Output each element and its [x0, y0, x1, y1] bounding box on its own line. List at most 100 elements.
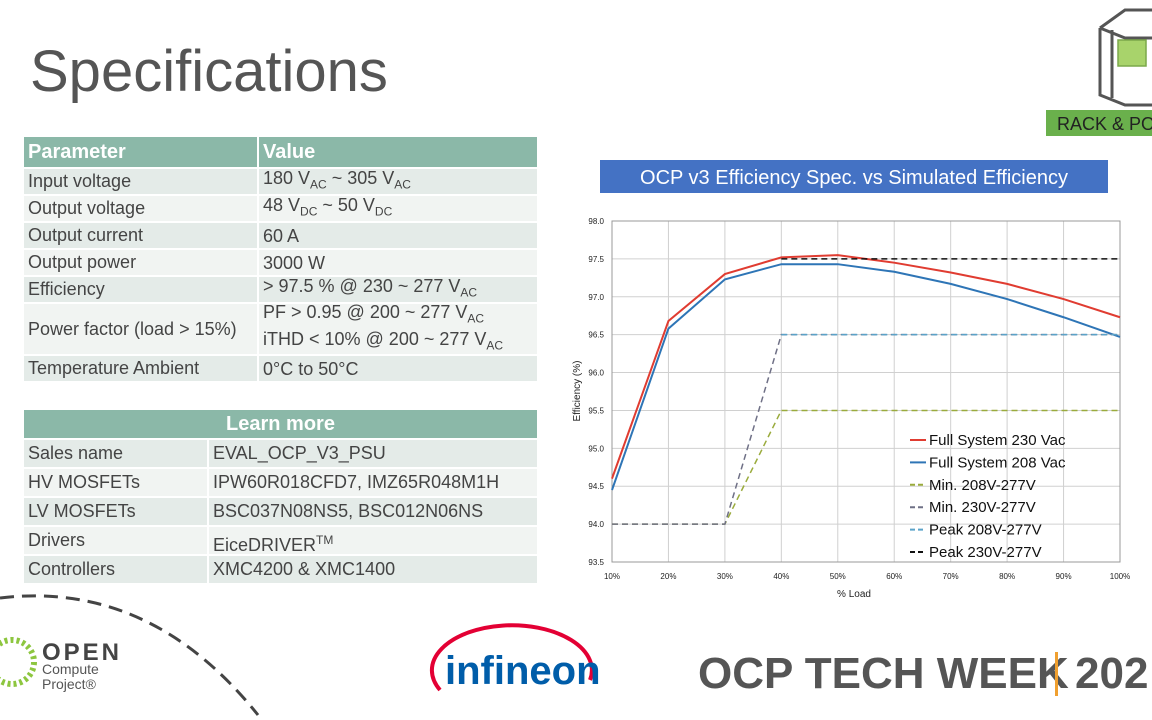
column-header: Value	[257, 137, 537, 167]
event-year: 202	[1075, 649, 1148, 698]
table-row: LV MOSFETs BSC037N08NS5, BSC012N06NS	[24, 498, 537, 527]
x-tick-label: 10%	[604, 572, 620, 581]
value-line: 48 VDC ~ 50 VDC	[263, 195, 537, 222]
infineon-swoosh	[429, 623, 594, 692]
series-line	[611, 263, 1121, 491]
value-line: PF > 0.95 @ 200 ~ 277 VAC	[263, 302, 537, 329]
value-cell: 48 VDC ~ 50 VDC	[257, 195, 537, 222]
value-cell: 180 VAC ~ 305 VAC	[257, 168, 537, 195]
text-run: ~ 305 V	[326, 168, 395, 189]
parameter-cell: Power factor (load > 15%)	[28, 318, 237, 339]
value-cell: EiceDRIVERTM	[207, 527, 537, 555]
ocp-open: OPEN	[42, 639, 122, 666]
label-cell: Sales name	[28, 443, 124, 463]
value-line: 180 VAC ~ 305 VAC	[263, 168, 537, 195]
ocp-compute: Compute	[42, 661, 99, 677]
value-cell: BSC037N08NS5, BSC012N06NS	[207, 498, 537, 525]
slide-title: Specifications	[30, 39, 388, 104]
parameter-cell: Output voltage	[28, 198, 146, 218]
subscript: AC	[486, 338, 504, 353]
table-row: Power factor (load > 15%) PF > 0.95 @ 200…	[24, 302, 537, 356]
y-tick-label: 94.0	[588, 520, 604, 529]
x-tick-label: 20%	[660, 572, 676, 581]
y-tick-label: 95.5	[588, 406, 604, 415]
text-run: 3000 W	[263, 252, 326, 273]
ocp-project: Project®	[42, 676, 97, 692]
legend-label: Peak 208V-277V	[929, 522, 1042, 539]
legend-label: Peak 230V-277V	[929, 544, 1042, 561]
parameter-cell: Efficiency	[28, 279, 105, 299]
label-cell: Drivers	[28, 530, 85, 550]
subscript: DC	[300, 204, 318, 219]
label-cell: HV MOSFETs	[28, 472, 141, 492]
event-name: OCP TECH WEEK	[698, 649, 1069, 698]
table-title: Learn more	[24, 410, 537, 440]
text-run: EiceDRIVER	[213, 535, 317, 555]
subscript: AC	[394, 177, 411, 192]
text-run: XMC4200 & XMC1400	[213, 559, 396, 579]
separator	[1055, 652, 1058, 696]
value-cell: 0°C to 50°C	[257, 356, 537, 381]
subscript: AC	[460, 285, 478, 300]
learn-table: Learn more Sales name EVAL_OCP_V3_PSU HV MO…	[24, 410, 537, 585]
y-axis-label: Efficiency (%)	[572, 361, 583, 422]
value-cell: EVAL_OCP_V3_PSU	[207, 440, 537, 467]
text-run: 180 V	[263, 168, 311, 189]
value-cell: PF > 0.95 @ 200 ~ 277 VAC iTHD < 10% @ 20…	[257, 302, 537, 354]
x-tick-label: 50%	[830, 572, 846, 581]
text-run: 60 A	[263, 225, 300, 246]
spec-table: Parameter Value Input voltage 180 V AC ~ 305…	[24, 137, 537, 383]
text-run: ~ 50 V	[317, 195, 375, 216]
legend-label: Min. 208V-277V	[929, 477, 1036, 494]
parameter-cell: Input voltage	[28, 171, 132, 191]
legend-label: Min. 230V-277V	[929, 499, 1036, 516]
chart: OCP v3 Efficiency Spec. vs Simulated Eff…	[572, 160, 1130, 600]
table-row: Input voltage 180 VAC ~ 305 VAC	[24, 168, 537, 196]
text-run: > 97.5 % @ 230 ~ 277 V	[263, 276, 461, 297]
value-line: 60 A	[263, 226, 537, 246]
text-run: EVAL_OCP_V3_PSU	[213, 443, 386, 463]
table-row: Output power 3000 W	[24, 250, 537, 277]
x-axis-label: % Load	[837, 589, 871, 600]
text-run: 48 V	[263, 195, 301, 216]
arc	[0, 594, 260, 716]
value-cell: 60 A	[257, 223, 537, 248]
y-tick-label: 98.0	[588, 217, 604, 226]
subscript: DC	[374, 204, 393, 219]
value-line: 3000 W	[263, 253, 537, 273]
value-cell: > 97.5 % @ 230 ~ 277 VAC	[257, 276, 537, 303]
value-cell: 3000 W	[257, 250, 537, 275]
table-row: Temperature Ambient 0°C to 50°C	[24, 356, 537, 383]
superscript: TM	[316, 533, 334, 547]
header-row: Parameter Value	[24, 137, 537, 169]
y-tick-label: 96.0	[588, 369, 604, 378]
badge-bg	[1046, 110, 1152, 136]
table-row: HV MOSFETs IPW60R018CFD7, IMZ65R048M1H	[24, 469, 537, 498]
table-row: Output current 60 A	[24, 223, 537, 250]
column-header: Parameter	[28, 140, 126, 163]
y-tick-label: 95.0	[588, 444, 604, 453]
chart-title-bg	[600, 160, 1108, 193]
y-tick-label: 93.5	[588, 558, 604, 567]
table-row: Controllers XMC4200 & XMC1400	[24, 556, 537, 585]
text-run: BSC037N08NS5, BSC012N06NS	[213, 501, 484, 521]
x-tick-label: 100%	[1110, 572, 1130, 581]
table-row: Drivers EiceDRIVERTM	[24, 527, 537, 556]
x-tick-label: 60%	[886, 572, 902, 581]
y-tick-label: 94.5	[588, 482, 604, 491]
table-row: Sales name EVAL_OCP_V3_PSU	[24, 440, 537, 469]
table-row: Output voltage 48 VDC ~ 50 VDC	[24, 195, 537, 223]
parameter-cell: Temperature Ambient	[28, 358, 200, 378]
table-row: Efficiency > 97.5 % @ 230 ~ 277 VAC	[24, 276, 537, 304]
value-line: 0°C to 50°C	[263, 359, 537, 379]
rack-icon	[1098, 8, 1152, 107]
chart-title: OCP v3 Efficiency Spec. vs Simulated Eff…	[640, 167, 1068, 189]
value-cell: XMC4200 & XMC1400	[207, 556, 537, 583]
ocp-mark	[0, 637, 37, 687]
value-cell: IPW60R018CFD7, IMZ65R048M1H	[207, 469, 537, 496]
value-line: > 97.5 % @ 230 ~ 277 VAC	[263, 276, 537, 303]
x-tick-label: 80%	[999, 572, 1015, 581]
badge: RACK & PO	[1057, 114, 1152, 134]
